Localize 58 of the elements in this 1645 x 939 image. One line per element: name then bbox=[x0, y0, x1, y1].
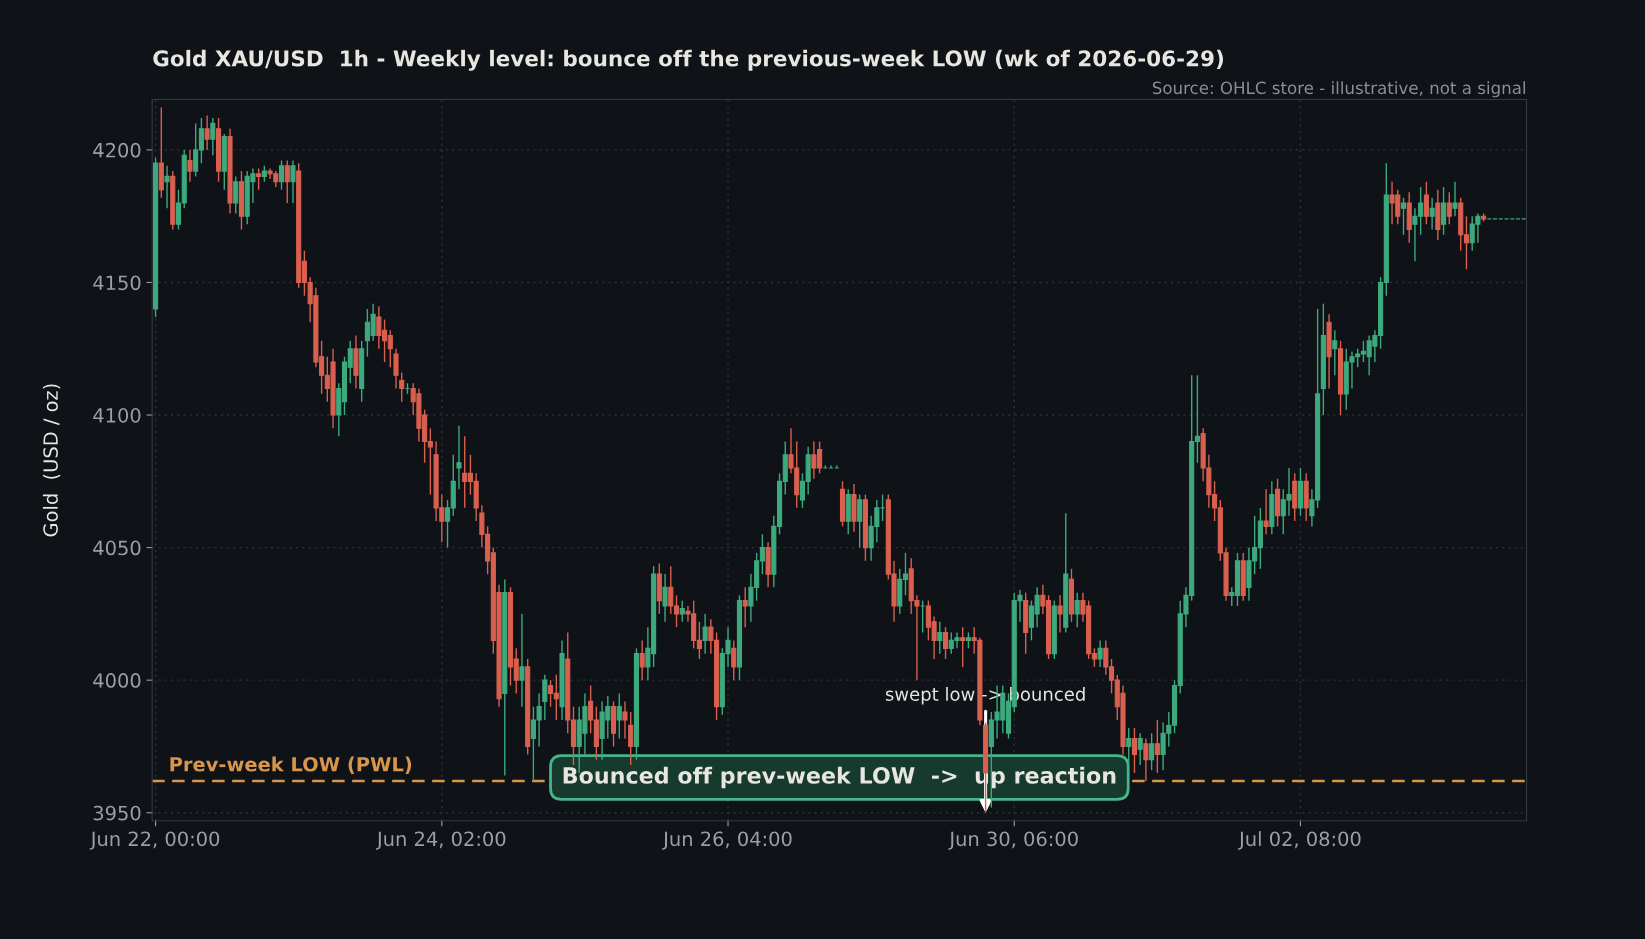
y-tick-label: 4100 bbox=[93, 407, 141, 423]
candlestick bbox=[1400, 196, 1407, 236]
ref-line-label: Prev-week LOW (PWL) bbox=[170, 756, 412, 774]
candlestick bbox=[1440, 186, 1447, 236]
candlestick bbox=[616, 692, 622, 740]
candlestick bbox=[857, 493, 863, 549]
candlestick bbox=[1137, 732, 1143, 766]
candlestick bbox=[1154, 719, 1160, 774]
candlestick bbox=[210, 117, 216, 156]
candlestick bbox=[519, 613, 525, 708]
candlestick bbox=[1429, 196, 1435, 231]
candlestick bbox=[1452, 181, 1458, 217]
x-tick-label: Jun 26, 04:00 bbox=[662, 831, 792, 850]
candlestick bbox=[742, 586, 748, 628]
candlestick bbox=[622, 700, 628, 740]
candlestick bbox=[937, 621, 943, 655]
candlestick bbox=[256, 167, 262, 191]
x-tick-label: Jun 30, 06:00 bbox=[948, 831, 1078, 850]
candlestick bbox=[1074, 591, 1080, 628]
candlestick bbox=[1423, 181, 1429, 225]
y-tick-label: 4000 bbox=[93, 673, 141, 688]
candlestick bbox=[284, 159, 290, 204]
candlestick bbox=[1097, 639, 1103, 668]
x-tick-label: Jul 02, 08:00 bbox=[1238, 831, 1361, 850]
candlestick bbox=[456, 424, 462, 490]
candlestick bbox=[1143, 737, 1149, 782]
candlestick bbox=[1332, 329, 1338, 376]
candlestick bbox=[942, 626, 949, 660]
candlestick bbox=[1131, 727, 1138, 774]
candlestick bbox=[1263, 488, 1269, 536]
candlestick bbox=[1149, 732, 1155, 772]
candlestick bbox=[662, 573, 668, 623]
x-tick-label: Jun 24, 02:00 bbox=[375, 831, 506, 850]
y-tick-label: 3950 bbox=[93, 805, 141, 821]
x-tick-label: Jun 22, 00:00 bbox=[89, 831, 220, 850]
candlestick bbox=[278, 159, 285, 191]
candlestick bbox=[679, 599, 685, 623]
candlestick bbox=[233, 175, 239, 215]
candlestick bbox=[960, 626, 966, 668]
candlestick bbox=[628, 711, 634, 766]
candlestick bbox=[542, 674, 548, 721]
candlestick bbox=[731, 639, 737, 681]
candlestick bbox=[393, 348, 399, 390]
y-tick-label: 4200 bbox=[93, 142, 141, 158]
candlestick bbox=[290, 159, 296, 204]
source-note: Source: OHLC store - illustrative, not a signal bbox=[1152, 81, 1525, 98]
chart-title: Gold XAU/USD 1h - Weekly level: bounce off the previous-week LOW (wk of 2026-06-29) bbox=[153, 49, 1223, 71]
candlestick bbox=[1057, 594, 1063, 634]
candlestick bbox=[639, 639, 645, 681]
candlestick bbox=[1446, 191, 1452, 225]
candlestick bbox=[399, 371, 405, 403]
candlestick bbox=[164, 165, 170, 209]
y-tick-label: 4150 bbox=[93, 275, 141, 291]
candlestick bbox=[187, 149, 193, 183]
candlestick bbox=[204, 114, 210, 151]
candlestick bbox=[702, 613, 708, 655]
y-axis-title: Gold (USD / oz) bbox=[42, 384, 61, 537]
y-tick-label: 4050 bbox=[93, 540, 141, 556]
